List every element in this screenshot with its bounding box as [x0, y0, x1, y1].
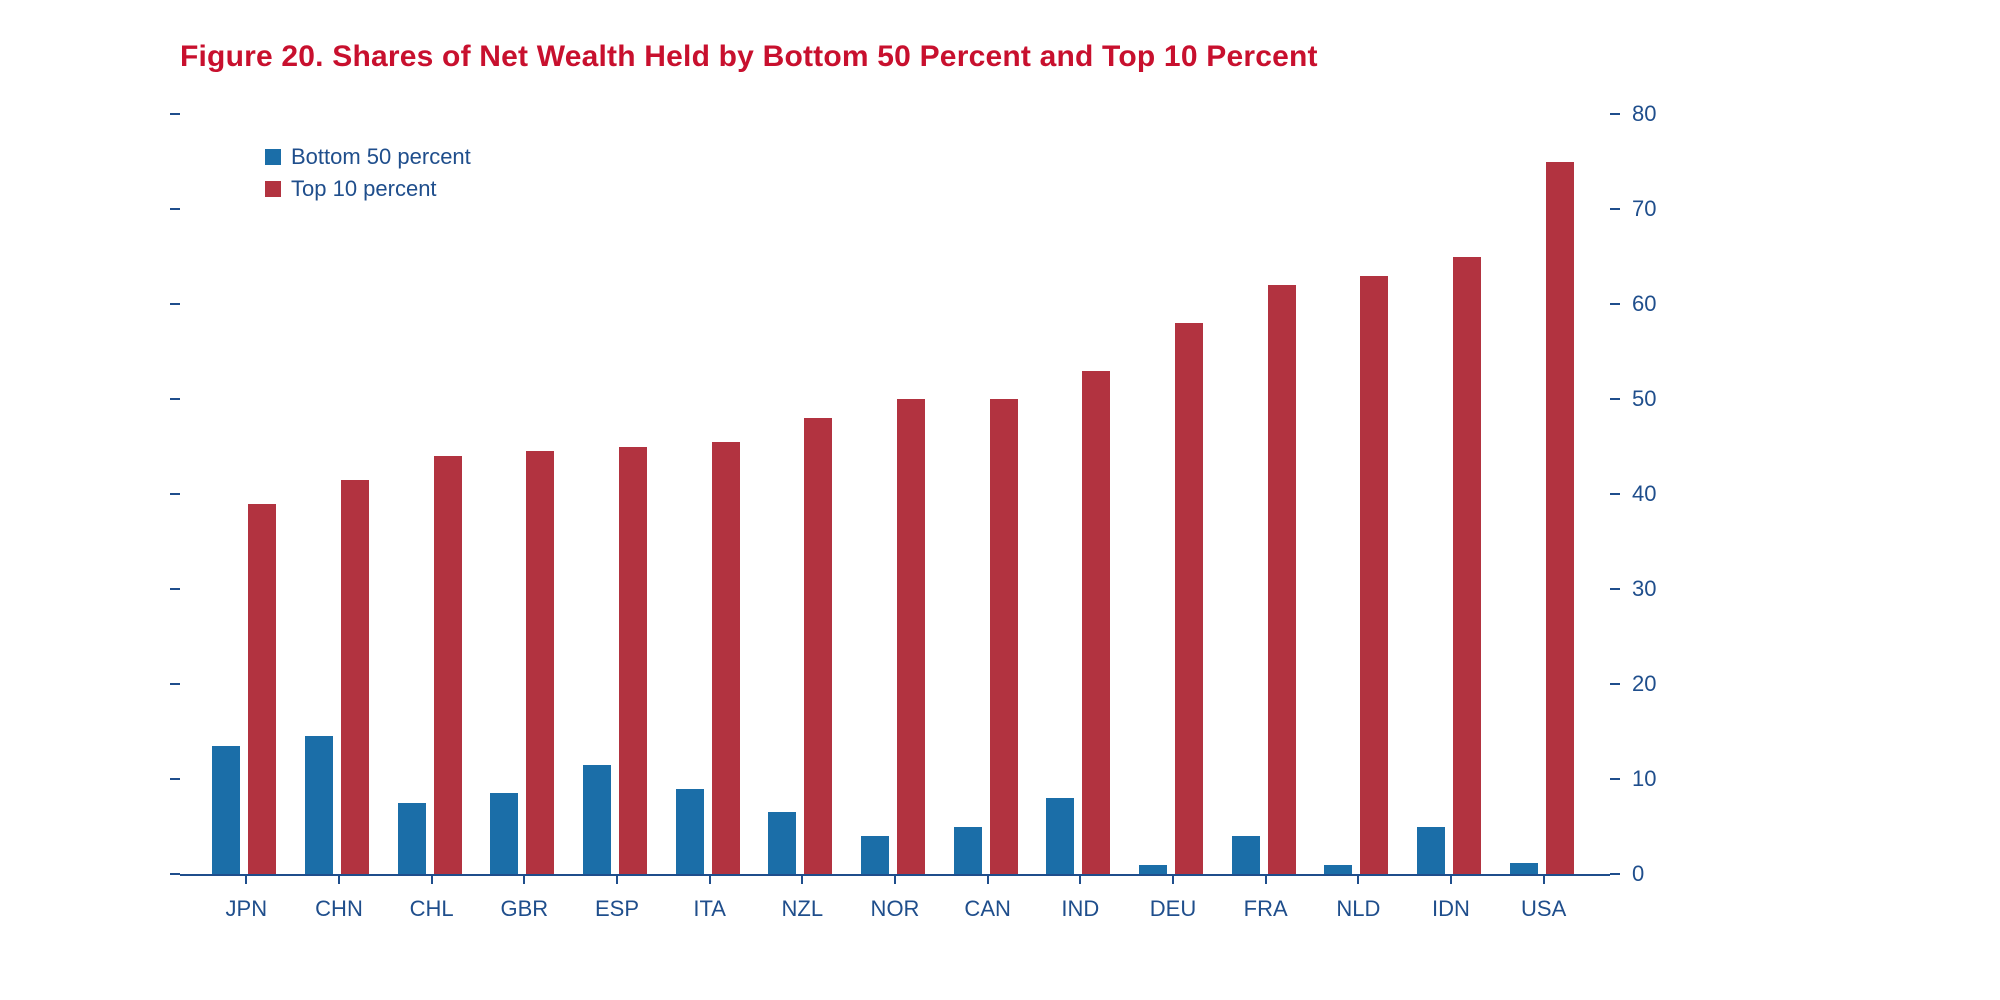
bar-bottom50	[1417, 827, 1445, 875]
x-tick	[1357, 874, 1359, 884]
legend-item: Bottom 50 percent	[265, 144, 471, 170]
y-tick-left	[170, 588, 180, 590]
y-tick-right	[1610, 208, 1620, 210]
y-tick-left	[170, 683, 180, 685]
y-tick-label: 30	[1632, 576, 1656, 602]
y-tick-left	[170, 113, 180, 115]
y-tick-label: 40	[1632, 481, 1656, 507]
x-category-label: ITA	[693, 896, 726, 922]
bar-top10	[990, 399, 1018, 874]
y-tick-label: 70	[1632, 196, 1656, 222]
bar-bottom50	[490, 793, 518, 874]
legend-item: Top 10 percent	[265, 176, 471, 202]
bar-bottom50	[1324, 865, 1352, 875]
bar-top10	[341, 480, 369, 874]
bar-bottom50	[305, 736, 333, 874]
bar-bottom50	[1139, 865, 1167, 875]
y-tick-left	[170, 873, 180, 875]
y-tick-left	[170, 208, 180, 210]
bar-top10	[619, 447, 647, 875]
bar-bottom50	[861, 836, 889, 874]
bar-top10	[1175, 323, 1203, 874]
x-category-label: CAN	[964, 896, 1010, 922]
bar-bottom50	[768, 812, 796, 874]
plot-area: 01020304050607080JPNCHNCHLGBRESPITANZLNO…	[180, 114, 1610, 874]
y-tick-label: 60	[1632, 291, 1656, 317]
x-tick	[1543, 874, 1545, 884]
x-category-label: CHL	[410, 896, 454, 922]
bar-bottom50	[1046, 798, 1074, 874]
y-tick-left	[170, 303, 180, 305]
bar-top10	[248, 504, 276, 875]
y-tick-right	[1610, 588, 1620, 590]
y-tick-right	[1610, 778, 1620, 780]
x-category-label: NOR	[871, 896, 920, 922]
x-tick	[894, 874, 896, 884]
x-category-label: NLD	[1336, 896, 1380, 922]
x-category-label: USA	[1521, 896, 1566, 922]
bar-bottom50	[212, 746, 240, 874]
bar-top10	[1268, 285, 1296, 874]
x-category-label: NZL	[782, 896, 824, 922]
x-tick	[1172, 874, 1174, 884]
y-tick-right	[1610, 398, 1620, 400]
bar-top10	[712, 442, 740, 874]
y-tick-right	[1610, 873, 1620, 875]
y-tick-label: 50	[1632, 386, 1656, 412]
bar-top10	[1082, 371, 1110, 875]
legend-swatch	[265, 181, 281, 197]
x-tick	[245, 874, 247, 884]
x-tick	[709, 874, 711, 884]
chart-title: Figure 20. Shares of Net Wealth Held by …	[180, 40, 1820, 74]
bar-bottom50	[1232, 836, 1260, 874]
x-category-label: CHN	[315, 896, 363, 922]
y-tick-left	[170, 778, 180, 780]
x-category-label: IND	[1061, 896, 1099, 922]
x-tick	[1079, 874, 1081, 884]
y-tick-label: 0	[1632, 861, 1644, 887]
y-tick-label: 20	[1632, 671, 1656, 697]
bar-top10	[1546, 162, 1574, 875]
y-tick-right	[1610, 683, 1620, 685]
x-category-label: IDN	[1432, 896, 1470, 922]
bar-top10	[526, 451, 554, 874]
legend-label: Top 10 percent	[291, 176, 437, 202]
bar-top10	[1453, 257, 1481, 875]
x-tick	[801, 874, 803, 884]
x-category-label: DEU	[1150, 896, 1196, 922]
x-category-label: JPN	[226, 896, 268, 922]
bar-top10	[1360, 276, 1388, 875]
wealth-share-chart: Figure 20. Shares of Net Wealth Held by …	[180, 40, 1820, 960]
bar-bottom50	[398, 803, 426, 874]
x-tick	[1450, 874, 1452, 884]
x-tick	[338, 874, 340, 884]
legend-label: Bottom 50 percent	[291, 144, 471, 170]
x-tick	[1265, 874, 1267, 884]
bar-bottom50	[1510, 863, 1538, 874]
bar-top10	[434, 456, 462, 874]
y-tick-label: 10	[1632, 766, 1656, 792]
bar-top10	[804, 418, 832, 874]
legend: Bottom 50 percent Top 10 percent	[265, 144, 471, 208]
y-tick-left	[170, 493, 180, 495]
legend-swatch	[265, 149, 281, 165]
bar-top10	[897, 399, 925, 874]
y-tick-right	[1610, 113, 1620, 115]
x-tick	[523, 874, 525, 884]
x-category-label: FRA	[1244, 896, 1288, 922]
y-tick-right	[1610, 303, 1620, 305]
x-category-label: ESP	[595, 896, 639, 922]
bar-bottom50	[954, 827, 982, 875]
x-tick	[616, 874, 618, 884]
x-tick	[987, 874, 989, 884]
x-tick	[431, 874, 433, 884]
y-tick-left	[170, 398, 180, 400]
bar-bottom50	[583, 765, 611, 874]
bar-bottom50	[676, 789, 704, 875]
x-category-label: GBR	[500, 896, 548, 922]
y-tick-right	[1610, 493, 1620, 495]
y-tick-label: 80	[1632, 101, 1656, 127]
